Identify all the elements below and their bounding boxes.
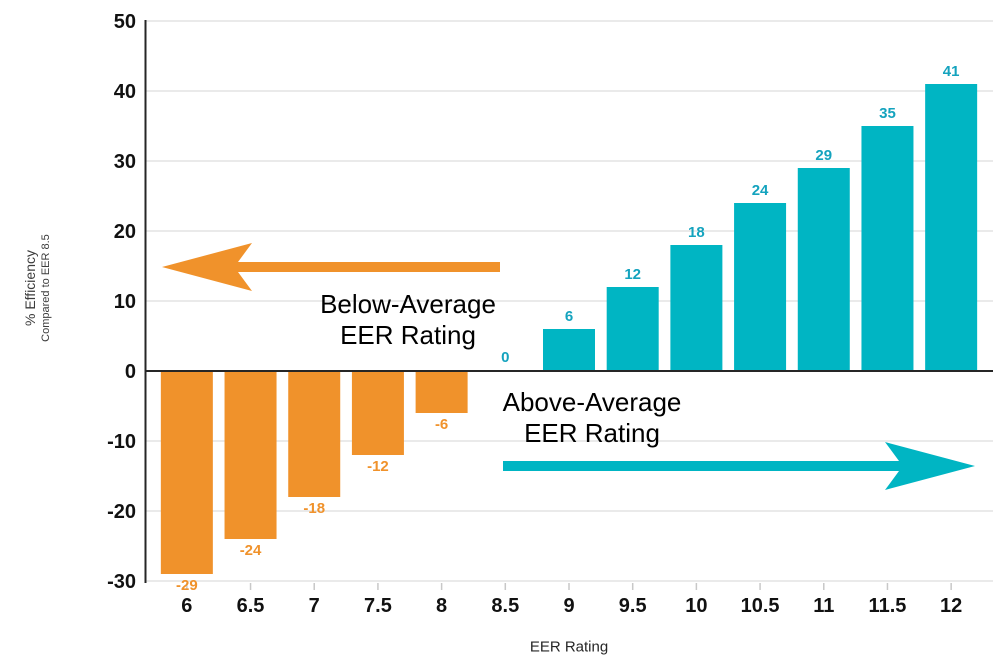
y-tick-label-50: 50 [114, 11, 136, 33]
bar-eer-7.5 [351, 371, 404, 455]
x-tick-label-7: 7 [309, 595, 320, 617]
bar-eer-11 [797, 168, 850, 371]
x-tick-label-9: 9 [563, 595, 574, 617]
bar-eer-12 [925, 84, 978, 371]
value-label-eer-6.5: -24 [240, 542, 262, 559]
bar-eer-9.5 [606, 287, 659, 371]
y-axis-title-main: % Efficiency [22, 250, 38, 326]
below-average-arrow [162, 243, 500, 291]
y-tick-label--20: -20 [107, 501, 136, 523]
value-label-eer-12: 41 [943, 63, 960, 80]
annotation-above-average: Above-Average EER Rating [503, 387, 682, 449]
value-label-eer-10.5: 24 [752, 182, 769, 199]
annotation-below-line-2: EER Rating [340, 320, 476, 350]
x-axis-title: EER Rating [529, 638, 609, 656]
y-axis-title: % Efficiency Compared to EER 8.5 [21, 234, 53, 342]
bar-eer-6 [160, 371, 213, 574]
annotation-above-line-2: EER Rating [524, 418, 660, 448]
x-tick-label-11: 11 [813, 595, 834, 617]
annotation-below-average: Below-Average EER Rating [320, 289, 496, 351]
x-tick-label-10: 10 [685, 595, 707, 617]
value-label-eer-11: 29 [815, 147, 832, 164]
y-tick-label-20: 20 [114, 221, 136, 243]
y-tick-label--10: -10 [107, 431, 136, 453]
value-label-eer-10: 18 [688, 224, 705, 241]
x-tick-label-6: 6 [181, 595, 192, 617]
bar-eer-10.5 [734, 203, 787, 371]
x-tick-label-8: 8 [436, 595, 447, 617]
above-average-arrow [503, 442, 975, 490]
y-tick-label-0: 0 [125, 361, 136, 383]
value-label-eer-7: -18 [303, 500, 325, 517]
value-label-eer-9.5: 12 [624, 266, 641, 283]
value-label-eer-6: -29 [176, 577, 198, 594]
y-tick-label-10: 10 [114, 291, 136, 313]
x-tick-label-6.5: 6.5 [237, 595, 265, 617]
x-tick-label-9.5: 9.5 [619, 595, 647, 617]
bar-eer-10 [670, 245, 723, 371]
value-label-eer-8: -6 [435, 416, 448, 433]
annotation-above-line-1: Above-Average [502, 387, 682, 417]
x-tick-label-7.5: 7.5 [364, 595, 392, 617]
x-tick-label-8.5: 8.5 [491, 595, 519, 617]
bar-eer-6.5 [224, 371, 277, 539]
value-label-eer-9: 6 [565, 308, 573, 325]
y-tick-label--30: -30 [107, 571, 136, 593]
y-tick-label-40: 40 [114, 81, 136, 103]
value-label-eer-11.5: 35 [879, 105, 896, 122]
bar-eer-9 [543, 329, 595, 371]
y-axis-title-sub: Compared to EER 8.5 [40, 234, 52, 342]
bar-eer-11.5 [861, 126, 914, 371]
y-tick-label-30: 30 [114, 151, 136, 173]
annotation-below-line-1: Below-Average [320, 289, 496, 319]
x-tick-label-12: 12 [940, 595, 962, 617]
bar-eer-7 [288, 371, 341, 497]
bar-eer-8 [415, 371, 468, 413]
value-label-eer-7.5: -12 [367, 458, 389, 475]
value-label-eer-8.5: 0 [501, 349, 509, 366]
x-tick-label-10.5: 10.5 [741, 595, 780, 617]
x-tick-label-11.5: 11.5 [869, 595, 907, 617]
